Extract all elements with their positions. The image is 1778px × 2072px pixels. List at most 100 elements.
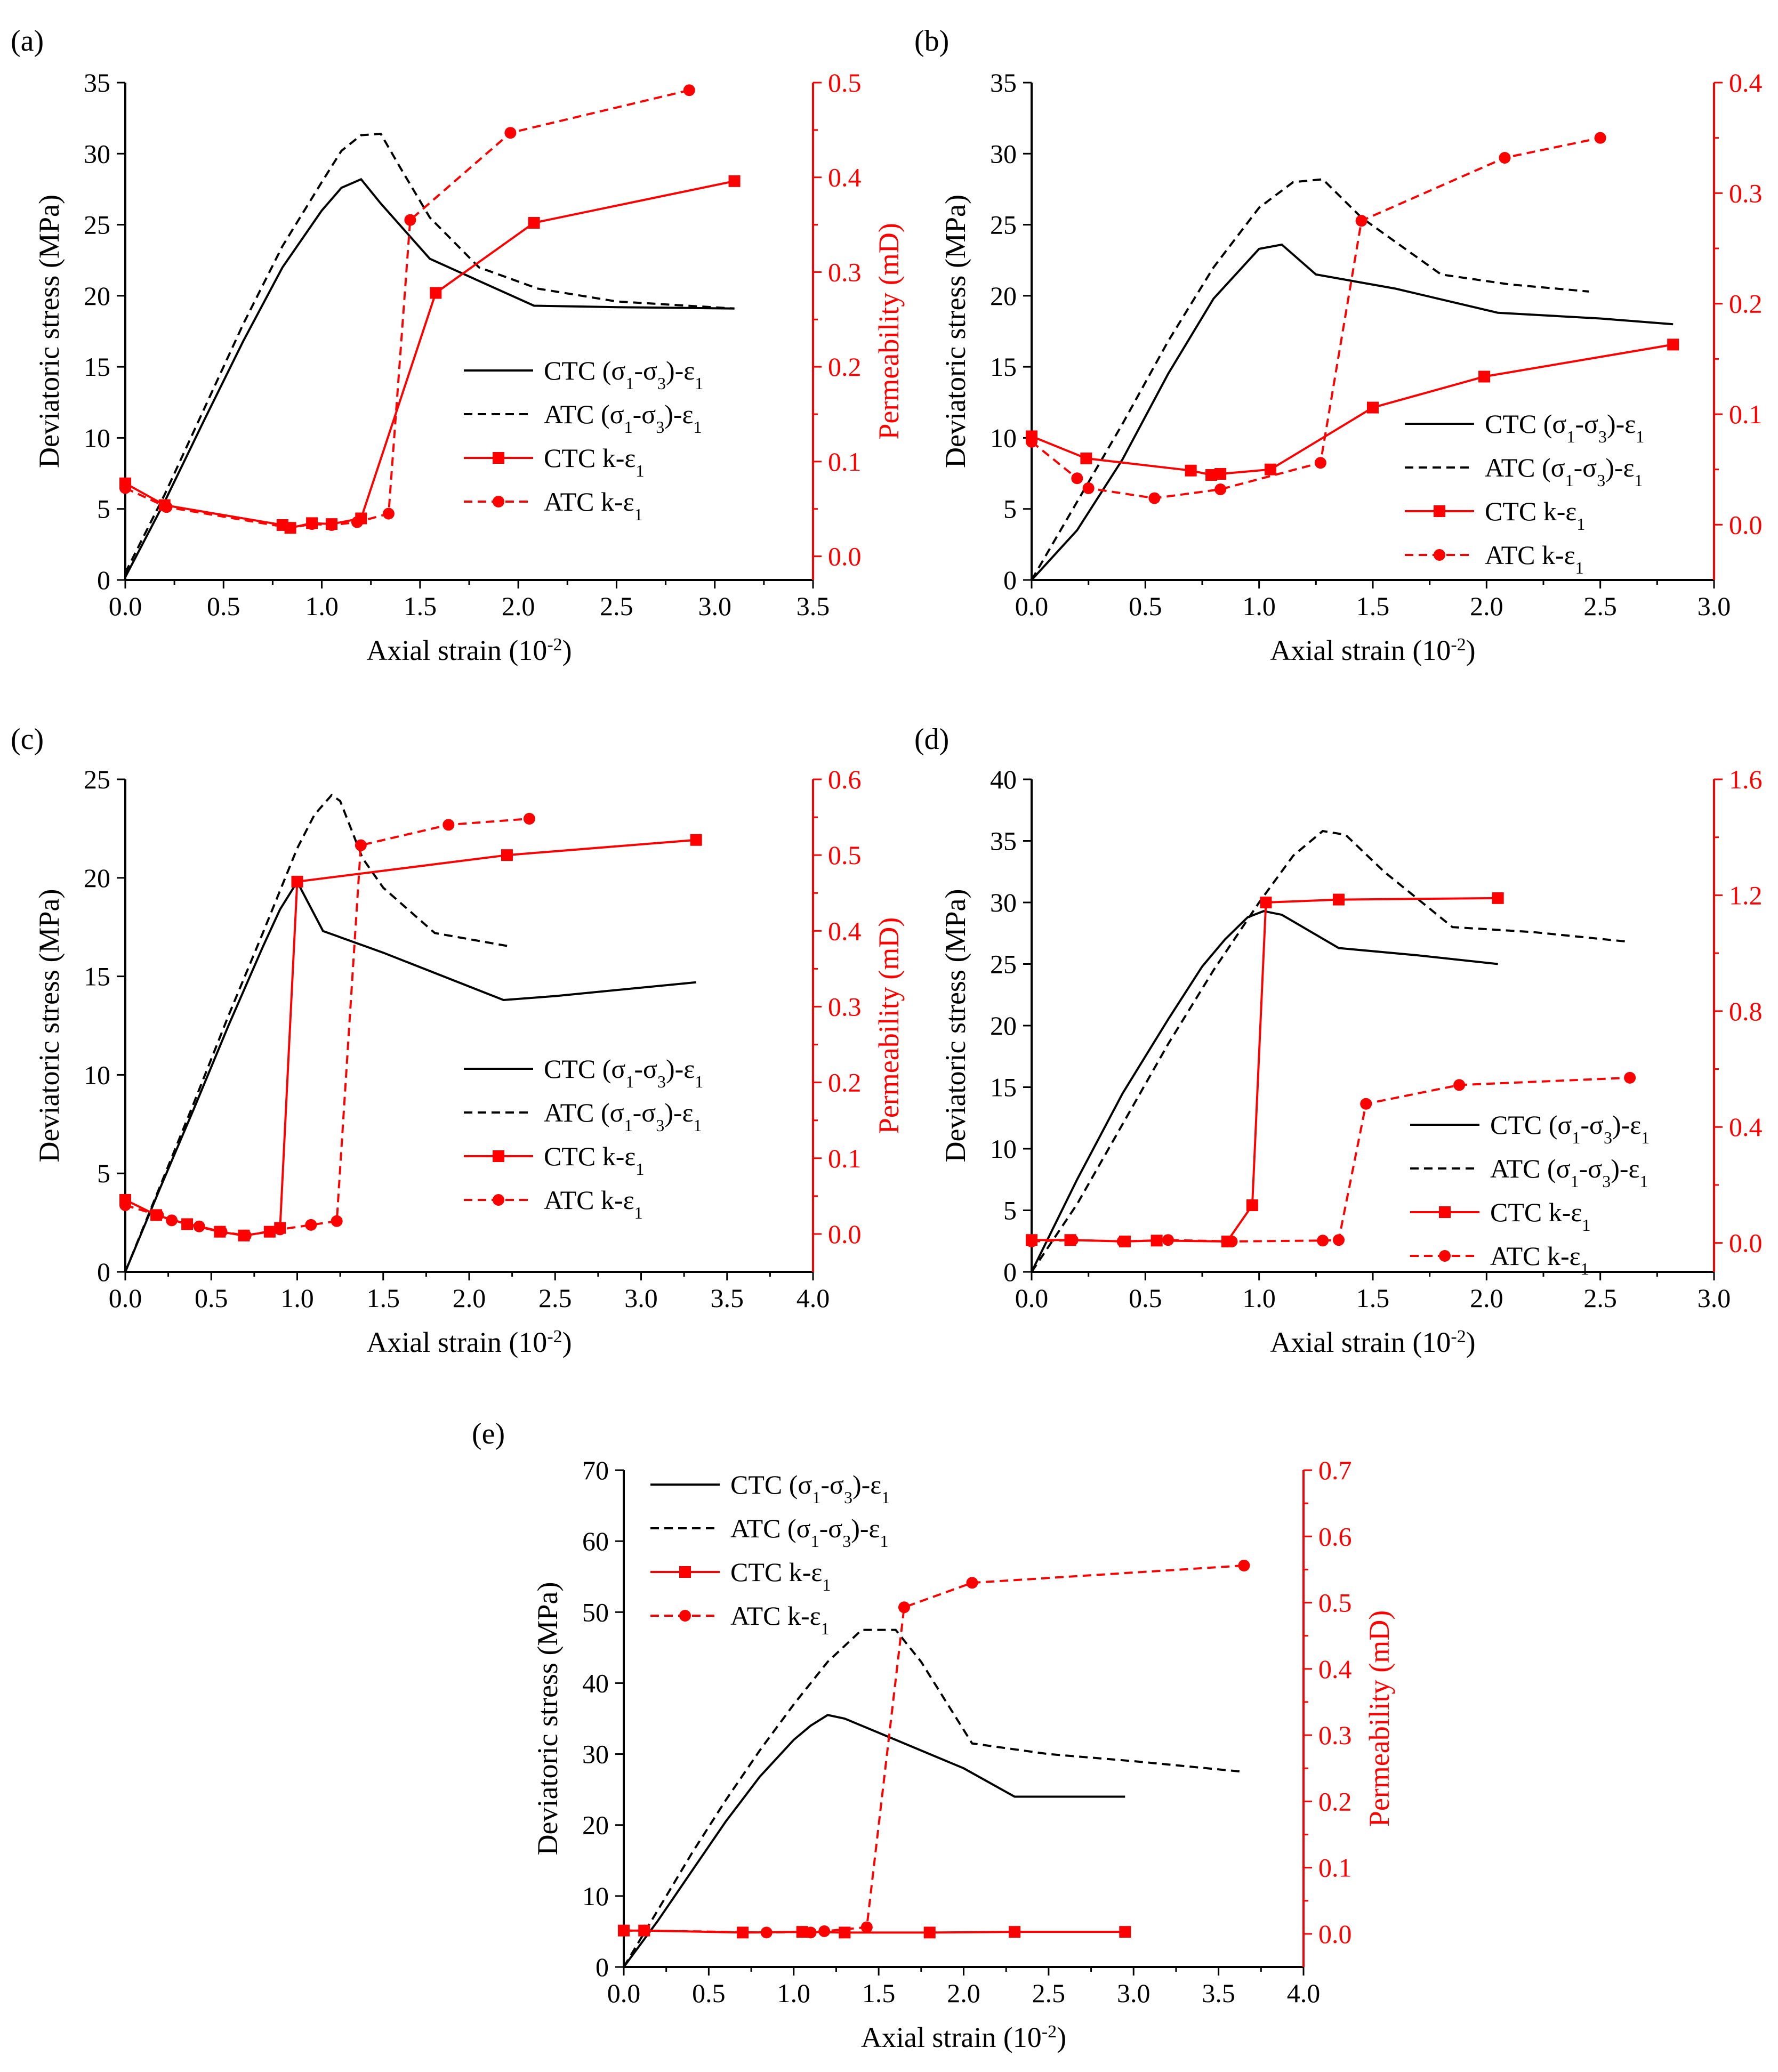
y-right-tick-label: 0.4 <box>1729 1112 1763 1142</box>
y-right-tick-label: 0.0 <box>1318 1919 1352 1949</box>
x-tick-label: 1.0 <box>305 591 339 621</box>
legend-label: ATC k-ε1 <box>1490 1241 1589 1278</box>
series-line <box>1031 910 1498 1272</box>
data-point-square <box>1667 338 1679 351</box>
data-point-circle <box>1434 549 1445 561</box>
series-line <box>124 880 696 1272</box>
data-point-circle <box>274 1223 286 1236</box>
data-point-circle <box>679 1610 691 1622</box>
legend-label: ATC k-ε1 <box>1485 540 1584 577</box>
x-tick-label: 0.0 <box>109 591 142 621</box>
data-point-square <box>1478 370 1491 383</box>
data-point-circle <box>860 1921 873 1933</box>
data-point-square <box>501 849 513 861</box>
x-tick-label: 1.5 <box>404 591 437 621</box>
data-point-circle <box>1214 483 1227 495</box>
series-line <box>125 839 696 1237</box>
x-tick-label: 1.0 <box>1242 1283 1276 1313</box>
panel-label: (b) <box>914 25 949 58</box>
series-line <box>124 793 512 1272</box>
x-tick-label: 3.0 <box>624 1283 658 1313</box>
y-left-tick-label: 25 <box>990 210 1017 240</box>
y-left-tick-label: 70 <box>582 1455 609 1485</box>
series-line <box>125 180 735 529</box>
y-left-tick-label: 25 <box>84 210 110 240</box>
series-line <box>624 1564 1244 1934</box>
y-left-axis-title: Deviatoric stress (MPa) <box>939 195 971 468</box>
legend-label: ATC (σ1-σ3)-ε1 <box>730 1513 888 1551</box>
y-left-tick-label: 35 <box>84 68 110 98</box>
x-tick-label: 3.0 <box>698 591 731 621</box>
data-point-circle <box>1238 1559 1250 1571</box>
legend: CTC (σ1-σ3)-ε1 ATC (σ1-σ3)-ε1 CTC k-ε1 ATC … <box>1405 409 1644 577</box>
x-axis-title: Axial strain (10-2) <box>366 1326 572 1358</box>
data-point-circle <box>804 1926 817 1939</box>
data-point-circle <box>1026 436 1037 448</box>
x-tick-label: 0.0 <box>1015 591 1049 621</box>
series-line <box>1031 243 1674 581</box>
x-tick-label: 0.5 <box>692 1978 726 2008</box>
y-right-tick-label: 0.3 <box>1729 178 1763 208</box>
data-point-circle <box>351 516 363 528</box>
legend-label: ATC (σ1-σ3)-ε1 <box>1485 453 1643 490</box>
legend-label: CTC (σ1-σ3)-ε1 <box>1485 409 1644 446</box>
y-right-tick-label: 0.4 <box>828 163 862 192</box>
legend-label: CTC k-ε1 <box>544 443 644 480</box>
series-line <box>1031 829 1630 1273</box>
y-left-tick-label: 5 <box>1003 494 1017 524</box>
legend-label: CTC (σ1-σ3)-ε1 <box>1490 1110 1650 1147</box>
y-left-tick-label: 15 <box>990 352 1017 382</box>
series-atc_stress <box>623 1628 1244 1968</box>
x-tick-label: 0.5 <box>1129 591 1162 621</box>
x-tick-label: 0.5 <box>195 1283 228 1313</box>
data-point-square <box>1009 1926 1021 1938</box>
y-left-tick-label: 0 <box>1003 565 1017 595</box>
data-point-circle <box>1148 492 1161 504</box>
x-tick-label: 2.5 <box>600 591 633 621</box>
panel-label: (e) <box>472 1417 505 1450</box>
x-tick-label: 0.0 <box>607 1978 641 2008</box>
data-point-square <box>528 217 540 229</box>
series-line <box>1031 1076 1630 1243</box>
data-point-square <box>923 1926 936 1939</box>
data-point-circle <box>1162 1234 1174 1246</box>
data-point-circle <box>1624 1071 1636 1084</box>
data-point-square <box>430 287 442 299</box>
series-atc_perm <box>1026 1071 1636 1247</box>
series-ctc_stress <box>124 880 696 1272</box>
series-line <box>124 178 735 578</box>
data-point-circle <box>160 501 173 513</box>
y-left-tick-label: 15 <box>84 962 110 991</box>
y-right-tick-label: 0.2 <box>1729 289 1763 319</box>
y-left-tick-label: 20 <box>84 863 110 893</box>
series-ctc_stress <box>1031 910 1498 1272</box>
data-point-square <box>1492 892 1504 904</box>
data-point-circle <box>166 1214 178 1227</box>
y-right-tick-label: 0.2 <box>1318 1786 1352 1816</box>
legend-label: ATC k-ε1 <box>544 487 643 524</box>
data-point-circle <box>326 519 337 531</box>
x-tick-label: 3.5 <box>1202 1978 1235 2008</box>
data-point-circle <box>504 127 517 139</box>
data-point-circle <box>443 819 455 831</box>
y-right-tick-label: 0.5 <box>1318 1588 1352 1618</box>
data-point-square <box>1367 401 1379 414</box>
data-point-square <box>493 452 504 464</box>
y-left-tick-label: 10 <box>582 1881 609 1911</box>
y-right-axis-title: Permeability (mD) <box>873 917 905 1134</box>
chart-panel: (a) 0.0 0.5 1.0 1.5 2.0 2.5 3.0 3.5 0 5 10 15 20 25 30 3… <box>11 25 905 666</box>
data-point-circle <box>683 84 695 96</box>
x-tick-label: 3.0 <box>1697 1283 1731 1313</box>
data-point-square <box>493 1150 504 1162</box>
series-ctc_stress <box>623 1714 1125 1968</box>
data-point-circle <box>1499 151 1511 164</box>
y-left-tick-label: 25 <box>84 764 110 794</box>
data-point-square <box>291 875 303 888</box>
x-tick-label: 2.0 <box>453 1283 486 1313</box>
data-point-circle <box>119 1199 131 1211</box>
y-right-axis-title: Permeability (mD) <box>1774 223 1778 439</box>
legend-label: CTC (σ1-σ3)-ε1 <box>544 1054 703 1091</box>
y-right-tick-label: 0.1 <box>1318 1853 1352 1883</box>
y-left-tick-label: 30 <box>990 139 1017 168</box>
x-axis-title: Axial strain (10-2) <box>861 2021 1066 2053</box>
